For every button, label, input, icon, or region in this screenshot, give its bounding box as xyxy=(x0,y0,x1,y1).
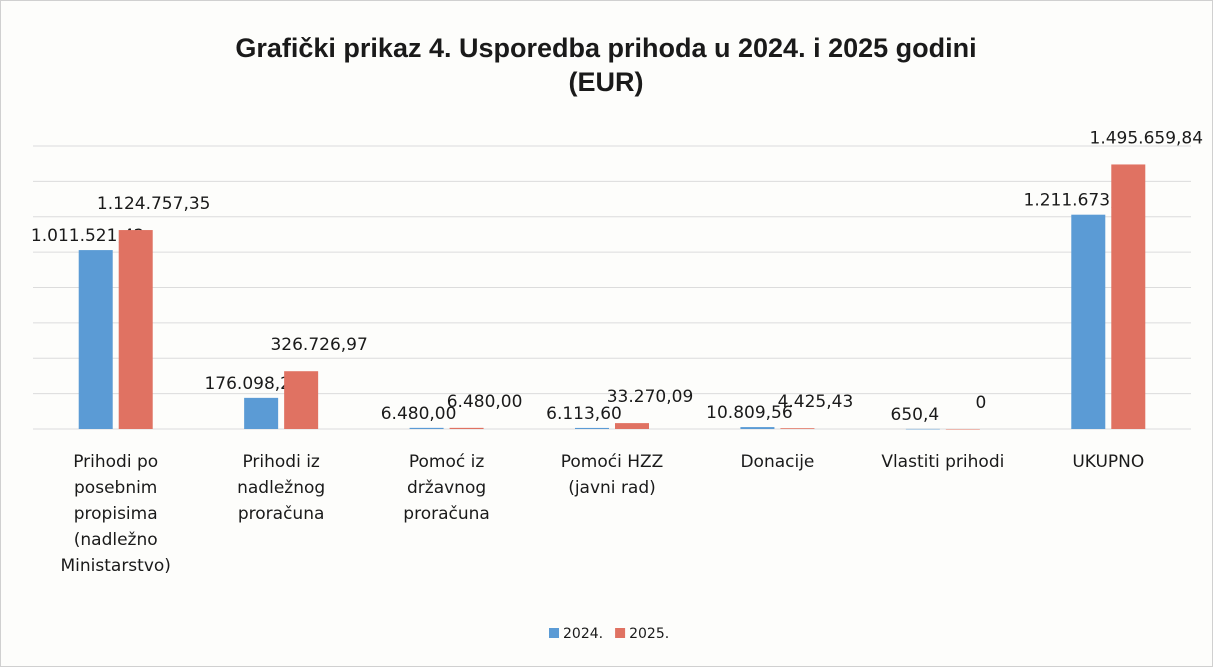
legend-label: 2025. xyxy=(629,626,669,642)
data-label: 6.113,60 xyxy=(546,404,622,424)
x-tick-label: Vlastiti prihodi xyxy=(881,452,1005,472)
data-label: 33.270,09 xyxy=(607,387,694,407)
bar xyxy=(1071,214,1106,429)
data-label: 650,4 xyxy=(891,405,940,425)
bar xyxy=(78,250,113,429)
bar xyxy=(409,427,444,429)
data-label: 1.124.757,35 xyxy=(97,194,211,214)
x-tick-label: Prihodi iz nadležnog proračuna xyxy=(237,452,326,524)
x-tick-label: UKUPNO xyxy=(1072,452,1145,472)
data-label: 1.011.521,42 xyxy=(31,226,145,246)
data-label: 326.726,97 xyxy=(270,335,367,355)
bar xyxy=(1111,164,1146,429)
bar xyxy=(780,428,815,429)
data-label: 6.480,00 xyxy=(381,404,457,424)
bar xyxy=(575,427,609,429)
data-label: 4.425,43 xyxy=(778,392,854,412)
bar xyxy=(945,429,980,430)
data-label: 176.098,26 xyxy=(204,374,301,394)
bar xyxy=(244,397,279,429)
chart-title: Grafički prikaz 4. Usporedba prihoda u 2… xyxy=(235,33,977,97)
x-tick-label: Pomoć iz državnog proračuna xyxy=(403,452,490,524)
x-tick-label: Donacije xyxy=(740,452,815,472)
data-label: 0 xyxy=(975,393,986,413)
bar xyxy=(615,423,649,429)
bar xyxy=(118,230,153,429)
x-tick-label: Pomoći HZZ (javni rad) xyxy=(560,452,664,498)
x-tick-label: Prihodi po posebnim propisima (nadležno … xyxy=(60,452,171,576)
legend-swatch xyxy=(615,628,626,638)
bar xyxy=(284,371,319,429)
bar xyxy=(905,428,940,430)
bar xyxy=(449,427,484,429)
bar xyxy=(740,427,775,429)
data-label: 6.480,00 xyxy=(447,392,523,412)
data-label: 1.211.673,24 xyxy=(1024,191,1138,211)
legend-label: 2024. xyxy=(563,626,603,642)
data-label: 1.495.659,84 xyxy=(1090,128,1204,148)
legend-swatch xyxy=(549,628,559,638)
data-label: 10.809,56 xyxy=(706,403,793,423)
